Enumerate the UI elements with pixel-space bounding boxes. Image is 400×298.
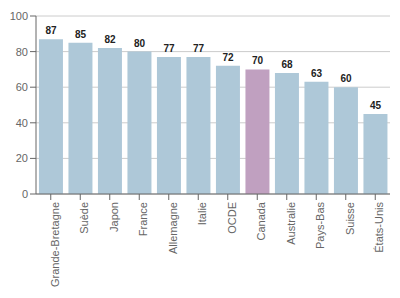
svg-text:60: 60 [16, 81, 28, 93]
svg-text:77: 77 [163, 43, 175, 54]
svg-text:80: 80 [16, 46, 28, 58]
svg-text:72: 72 [222, 52, 234, 63]
svg-text:Canada: Canada [255, 201, 267, 240]
svg-text:Suisse: Suisse [344, 202, 356, 235]
svg-text:87: 87 [45, 25, 57, 36]
svg-text:68: 68 [281, 59, 293, 70]
svg-text:0: 0 [22, 188, 28, 200]
svg-text:Australie: Australie [285, 202, 297, 245]
svg-text:80: 80 [134, 38, 146, 49]
svg-text:82: 82 [104, 34, 116, 45]
svg-text:70: 70 [252, 55, 264, 66]
svg-text:63: 63 [311, 68, 323, 79]
svg-text:Japon: Japon [108, 202, 120, 232]
svg-text:États-Unis: États-Unis [373, 202, 385, 253]
svg-text:20: 20 [16, 152, 28, 164]
svg-text:85: 85 [75, 29, 87, 40]
svg-text:France: France [137, 202, 149, 236]
svg-text:100: 100 [10, 10, 28, 22]
svg-text:Grande-Bretagne: Grande-Bretagne [49, 202, 61, 287]
svg-text:45: 45 [370, 100, 382, 111]
svg-text:Pays-Bas: Pays-Bas [314, 202, 326, 250]
svg-text:Allemagne: Allemagne [167, 202, 179, 254]
svg-text:Italie: Italie [196, 202, 208, 225]
svg-text:77: 77 [193, 43, 205, 54]
svg-text:60: 60 [340, 73, 352, 84]
svg-text:OCDE: OCDE [226, 202, 238, 234]
svg-text:40: 40 [16, 117, 28, 129]
svg-text:Suède: Suède [78, 202, 90, 234]
